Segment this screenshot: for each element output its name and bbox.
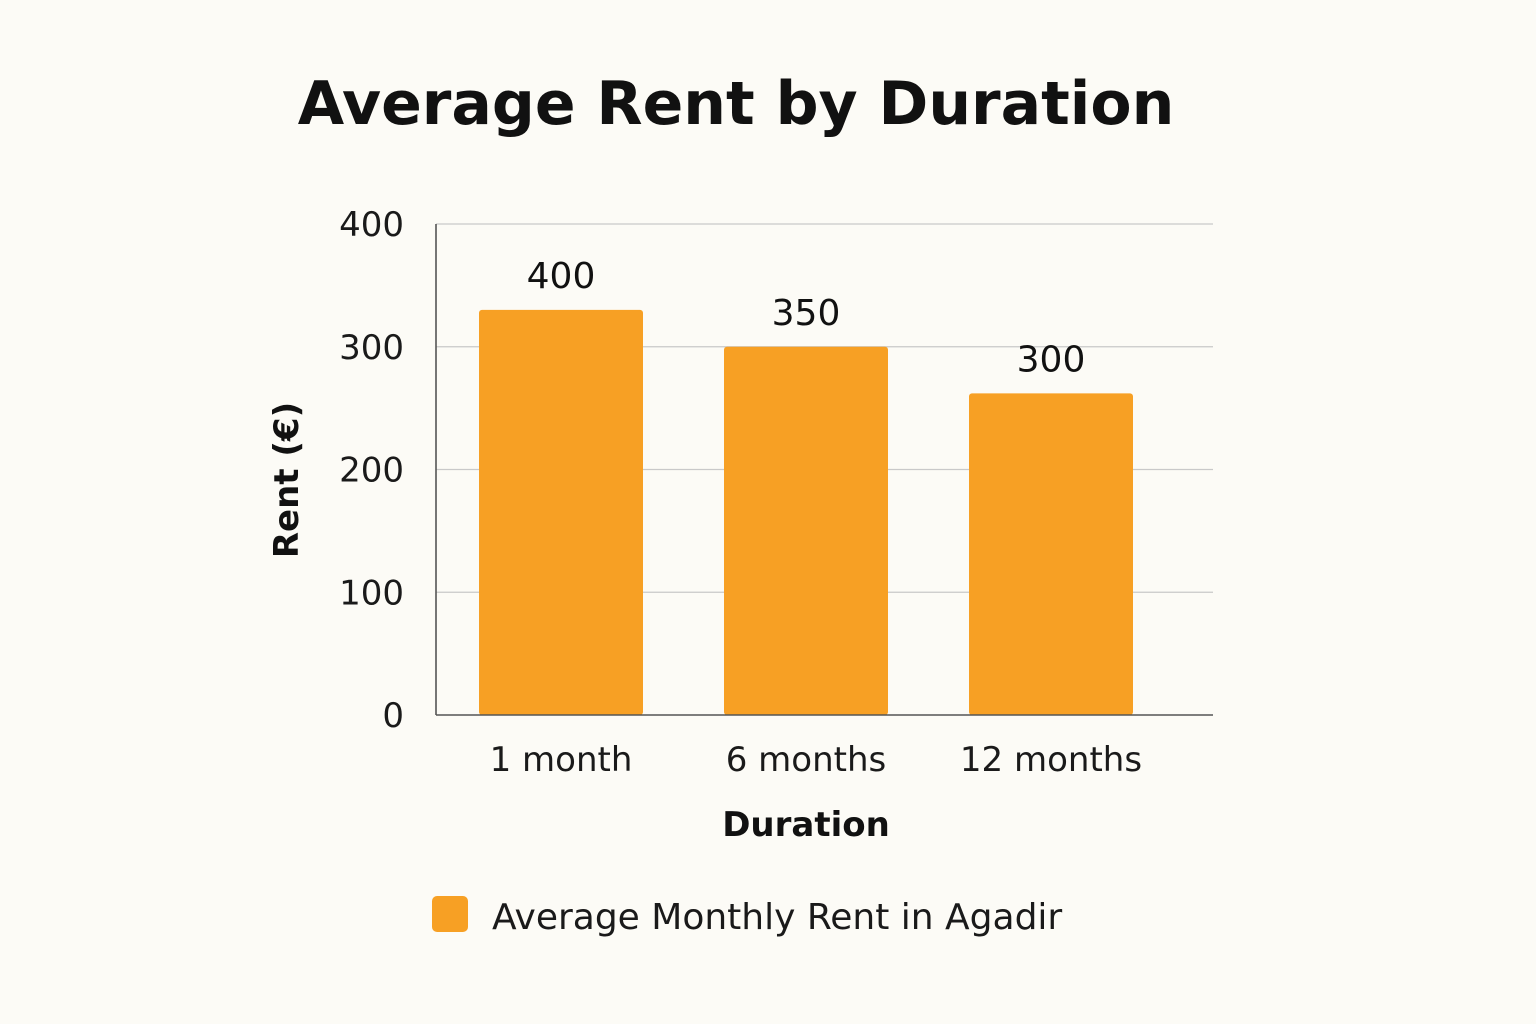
legend-label: Average Monthly Rent in Agadir [492,897,1062,938]
x-axis-categories: 1 month 6 months 12 months [490,740,1142,780]
y-axis-ticks: 0 100 200 300 400 [339,205,404,736]
data-label: 350 [772,293,841,334]
x-tick-label: 6 months [726,740,887,780]
x-tick-label: 1 month [490,740,633,780]
bars [479,309,1133,715]
y-tick-label: 200 [339,451,404,491]
bar [479,309,643,715]
y-tick-label: 300 [339,328,404,368]
y-axis-label: Rent (€) [267,402,307,558]
y-tick-label: 0 [382,696,404,736]
bar [724,346,888,715]
data-label: 400 [527,256,596,297]
chart-title: Average Rent by Duration [298,69,1175,139]
x-axis-label: Duration [722,805,890,845]
x-tick-label: 12 months [960,740,1142,780]
bar [969,393,1133,715]
legend-swatch [432,896,468,932]
y-tick-label: 100 [339,573,404,613]
data-labels: 400 350 300 [527,256,1086,380]
data-label: 300 [1017,339,1086,380]
y-tick-label: 400 [339,205,404,245]
legend: Average Monthly Rent in Agadir [432,896,1062,938]
